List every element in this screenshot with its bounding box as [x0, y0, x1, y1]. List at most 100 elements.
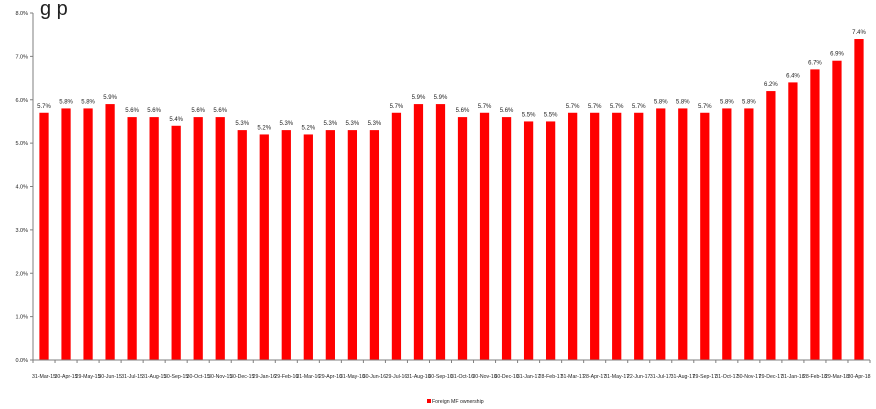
x-tick-label: 31-Mar-15 [32, 374, 56, 380]
bar-data-label: 6.7% [808, 60, 822, 66]
bar [700, 112, 710, 360]
y-tick-label: 4.0% [15, 185, 28, 191]
bar-data-label: 5.7% [478, 104, 492, 110]
bar [413, 104, 424, 361]
bar-data-label: 5.8% [676, 99, 690, 105]
y-axis: 0.0% 1.0% 2.0% 3.0% 4.0% 5.0% 6.0% 7.0% 8.0% [15, 11, 34, 364]
bar [347, 130, 358, 360]
bar-data-label: 6.4% [786, 73, 800, 79]
bar [281, 130, 291, 360]
bar-data-label: 5.2% [257, 125, 271, 131]
x-tick-label: 29-Jul-16 [386, 374, 408, 380]
bar-data-label: 5.8% [654, 99, 668, 105]
bar [766, 91, 776, 360]
x-tick-label: 29-Jan-16 [253, 374, 276, 380]
legend: Foreign MF ownership [427, 399, 484, 405]
bar [259, 134, 269, 360]
bar-data-label: 5.3% [324, 121, 338, 127]
x-tick-label: 30-Jun-16 [363, 374, 386, 380]
y-tick-label: 5.0% [15, 141, 28, 147]
bar [435, 104, 446, 361]
bar-data-label: 5.6% [456, 108, 470, 114]
bar [479, 112, 490, 360]
y-tick-label: 8.0% [15, 11, 28, 17]
bar-data-label: 5.7% [632, 104, 646, 110]
x-tick-label: 31-Aug-17 [671, 374, 695, 380]
y-tick-label: 6.0% [15, 98, 28, 104]
bar [369, 130, 380, 360]
bar-data-label: 5.7% [698, 104, 712, 110]
x-tick-label: 31-May-16 [340, 374, 365, 380]
bar [568, 112, 578, 360]
x-tick-label: 30-Dec-16 [494, 374, 518, 380]
x-tick-label: 29-Dec-17 [759, 374, 783, 380]
bar-data-label: 5.7% [610, 104, 624, 110]
bar-data-label: 5.8% [720, 99, 734, 105]
bar [678, 108, 688, 360]
x-tick-label: 31-Oct-17 [715, 374, 738, 380]
bar [501, 117, 512, 360]
bar [832, 60, 842, 361]
bar-data-label: 5.3% [279, 121, 293, 127]
legend-label: Foreign MF ownership [432, 399, 484, 405]
bar [127, 117, 137, 360]
bar-data-label: 5.3% [235, 121, 249, 127]
bar-data-label: 7.4% [852, 30, 866, 36]
x-tick-label: 29-May-15 [76, 374, 101, 380]
x-tick-label: 30-Jun-15 [98, 374, 121, 380]
bar-data-label: 5.5% [522, 112, 536, 118]
bar [457, 117, 468, 360]
bar [215, 117, 225, 360]
bar [171, 125, 181, 361]
bar [788, 82, 798, 361]
x-tick-label: 22-Jun-17 [627, 374, 650, 380]
bar [303, 134, 313, 360]
x-tick-label: 31-Mar-16 [296, 374, 320, 380]
bar-data-label: 5.2% [301, 125, 315, 131]
bar [193, 117, 203, 360]
bar-data-label: 5.3% [368, 121, 382, 127]
bar-data-label: 5.7% [588, 104, 602, 110]
bar [391, 112, 402, 360]
x-tick-label: 28-Feb-18 [803, 374, 827, 380]
x-tick-label: 31-Aug-16 [406, 374, 430, 380]
x-tick-label: 31-Jan-17 [517, 374, 540, 380]
x-tick-label: 29-Apr-16 [319, 374, 342, 380]
x-tick-label: 31-May-17 [604, 374, 629, 380]
bar-data-label: 5.9% [103, 95, 117, 101]
x-tick-label: 31-Aug-15 [142, 374, 166, 380]
bar [545, 121, 556, 360]
x-tick-label: 30-Apr-15 [55, 374, 78, 380]
chart-title-fragment: g p [40, 0, 68, 20]
x-tick-label: 30-Dec-15 [230, 374, 254, 380]
bar-data-label: 5.6% [191, 108, 205, 114]
bar [325, 130, 335, 360]
x-tick-label: 30-Apr-18 [847, 374, 870, 380]
y-tick-label: 2.0% [15, 271, 28, 277]
x-tick-label: 30-Oct-15 [187, 374, 210, 380]
bar [523, 121, 534, 360]
bar-data-label: 5.8% [742, 99, 756, 105]
bar-data-label: 5.4% [169, 117, 183, 123]
bar-data-label: 6.9% [830, 52, 844, 58]
y-tick-label: 0.0% [15, 358, 28, 364]
x-tick-label: 31-Jul-15 [121, 374, 143, 380]
bar-data-label: 5.7% [37, 104, 51, 110]
bar [590, 112, 600, 360]
bar-data-label: 5.6% [213, 108, 227, 114]
bar-data-label: 5.5% [544, 112, 558, 118]
x-tick-label: 31-Jul-17 [650, 374, 672, 380]
x-tick-label: 31-Oct-16 [451, 374, 474, 380]
bar [744, 108, 754, 360]
bar [39, 112, 49, 360]
x-tick-label: 30-Nov-15 [208, 374, 232, 380]
bar [105, 104, 115, 361]
y-tick-label: 1.0% [15, 315, 28, 321]
x-tick-label: 28-Apr-17 [583, 374, 606, 380]
bar [61, 108, 71, 360]
bar-data-label: 5.8% [81, 99, 95, 105]
x-tick-label: 30-Sep-16 [428, 374, 452, 380]
bar [854, 39, 864, 361]
